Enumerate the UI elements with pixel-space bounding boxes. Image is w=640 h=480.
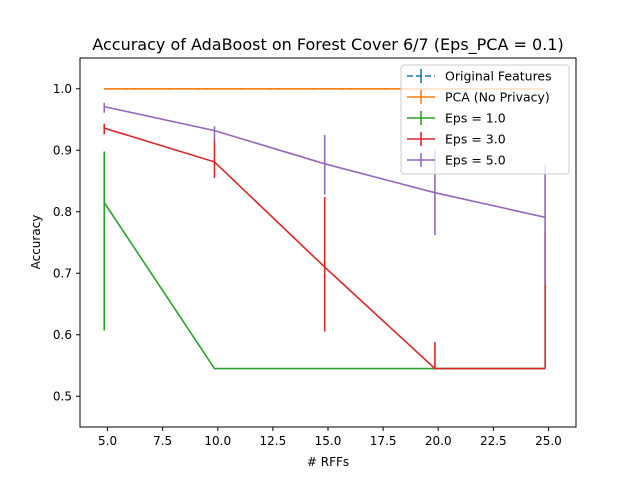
y-axis-label: Accuracy — [29, 215, 43, 270]
x-tick-label: 5.0 — [98, 434, 117, 448]
x-tick-label: 15.0 — [315, 434, 342, 448]
series-line — [104, 105, 546, 219]
legend-label: PCA (No Privacy) — [445, 90, 550, 105]
x-tick-label: 17.5 — [370, 434, 397, 448]
plot-frame — [79, 57, 577, 428]
legend-label: Eps = 1.0 — [445, 111, 506, 126]
legend-label: Original Features — [445, 69, 552, 84]
y-axis: 0.5 0.6 0.7 0.8 0.9 1.0 — [53, 82, 80, 403]
y-tick-label: 0.5 — [53, 389, 72, 403]
legend-label: Eps = 3.0 — [445, 132, 506, 147]
legend-label: Eps = 5.0 — [445, 153, 506, 168]
x-tick-label: 12.5 — [260, 434, 287, 448]
legend-item: Eps = 3.0 — [407, 132, 506, 147]
y-tick-label: 0.6 — [53, 328, 72, 342]
x-tick-label: 10.0 — [204, 434, 231, 448]
legend-box — [400, 64, 570, 175]
y-tick-label: 1.0 — [53, 82, 72, 96]
x-axis: 5.0 7.5 10.0 12.5 15.0 17.5 20.0 22.5 25.0 — [98, 427, 562, 448]
legend-item: Eps = 5.0 — [407, 153, 506, 168]
x-tick-label: 25.0 — [535, 434, 562, 448]
y-tick-label: 0.7 — [53, 266, 72, 280]
y-tick-label: 0.8 — [53, 205, 72, 219]
legend-item: PCA (No Privacy) — [407, 90, 550, 105]
x-tick-label: 20.0 — [425, 434, 452, 448]
x-axis-label: # RFFs — [307, 455, 349, 469]
chart-title: Accuracy of AdaBoost on Forest Cover 6/7… — [92, 35, 563, 55]
legend-item: Eps = 1.0 — [407, 111, 506, 126]
y-tick-label: 0.9 — [53, 143, 72, 157]
legend-item: Original Features — [407, 69, 552, 84]
x-tick-label: 7.5 — [153, 434, 172, 448]
legend: Original Features PCA (No Privacy) Eps = 1… — [400, 64, 570, 175]
series-layer — [103, 88, 546, 370]
x-tick-label: 22.5 — [480, 434, 507, 448]
